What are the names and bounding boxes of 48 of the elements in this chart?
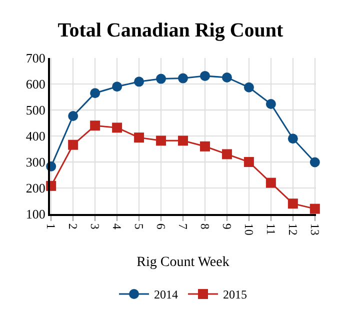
point bbox=[310, 157, 320, 168]
point bbox=[68, 140, 78, 150]
point bbox=[310, 204, 320, 214]
y-tick-label: 600 bbox=[26, 76, 46, 92]
point bbox=[134, 132, 144, 143]
x-axis-title: Rig Count Week bbox=[136, 255, 230, 270]
x-tick-label: 4 bbox=[110, 223, 124, 230]
point bbox=[112, 122, 122, 133]
y-tick-label: 200 bbox=[26, 180, 46, 196]
legend-label: 2014 bbox=[154, 288, 178, 302]
point bbox=[266, 178, 276, 188]
point bbox=[222, 72, 232, 82]
y-tick-label: 300 bbox=[26, 154, 46, 170]
point bbox=[222, 149, 232, 160]
x-tick-label: 8 bbox=[198, 223, 212, 230]
point bbox=[90, 88, 100, 98]
x-tick-label: 2 bbox=[66, 223, 80, 230]
legend-label: 2015 bbox=[223, 288, 247, 302]
point bbox=[178, 73, 188, 84]
point bbox=[266, 99, 276, 110]
y-tick-label: 100 bbox=[26, 206, 46, 222]
x-tick-label: 13 bbox=[308, 223, 322, 236]
x-tick-label: 6 bbox=[154, 223, 168, 230]
x-tick-label: 7 bbox=[176, 223, 190, 230]
chart-title: Total Canadian Rig Count bbox=[58, 19, 284, 42]
point bbox=[134, 76, 144, 87]
point bbox=[200, 141, 210, 152]
x-tick-label: 1 bbox=[44, 223, 58, 230]
x-tick-label: 5 bbox=[132, 223, 146, 230]
x-tick-label: 3 bbox=[88, 223, 102, 230]
point bbox=[178, 136, 188, 146]
point bbox=[68, 110, 78, 121]
x-tick-label: 9 bbox=[220, 223, 234, 230]
point bbox=[244, 157, 254, 167]
x-tick-label: 12 bbox=[286, 223, 300, 236]
point bbox=[288, 198, 298, 209]
x-tick-label: 11 bbox=[264, 223, 278, 235]
point bbox=[200, 70, 210, 81]
point bbox=[156, 136, 166, 146]
y-tick-label: 500 bbox=[26, 102, 46, 118]
point bbox=[288, 134, 298, 144]
y-tick-label: 700 bbox=[26, 50, 46, 66]
x-tick-label: 10 bbox=[242, 223, 256, 236]
point bbox=[112, 82, 122, 92]
point bbox=[156, 74, 166, 84]
y-tick-label: 400 bbox=[26, 128, 46, 144]
point bbox=[90, 120, 100, 131]
point bbox=[244, 82, 254, 92]
